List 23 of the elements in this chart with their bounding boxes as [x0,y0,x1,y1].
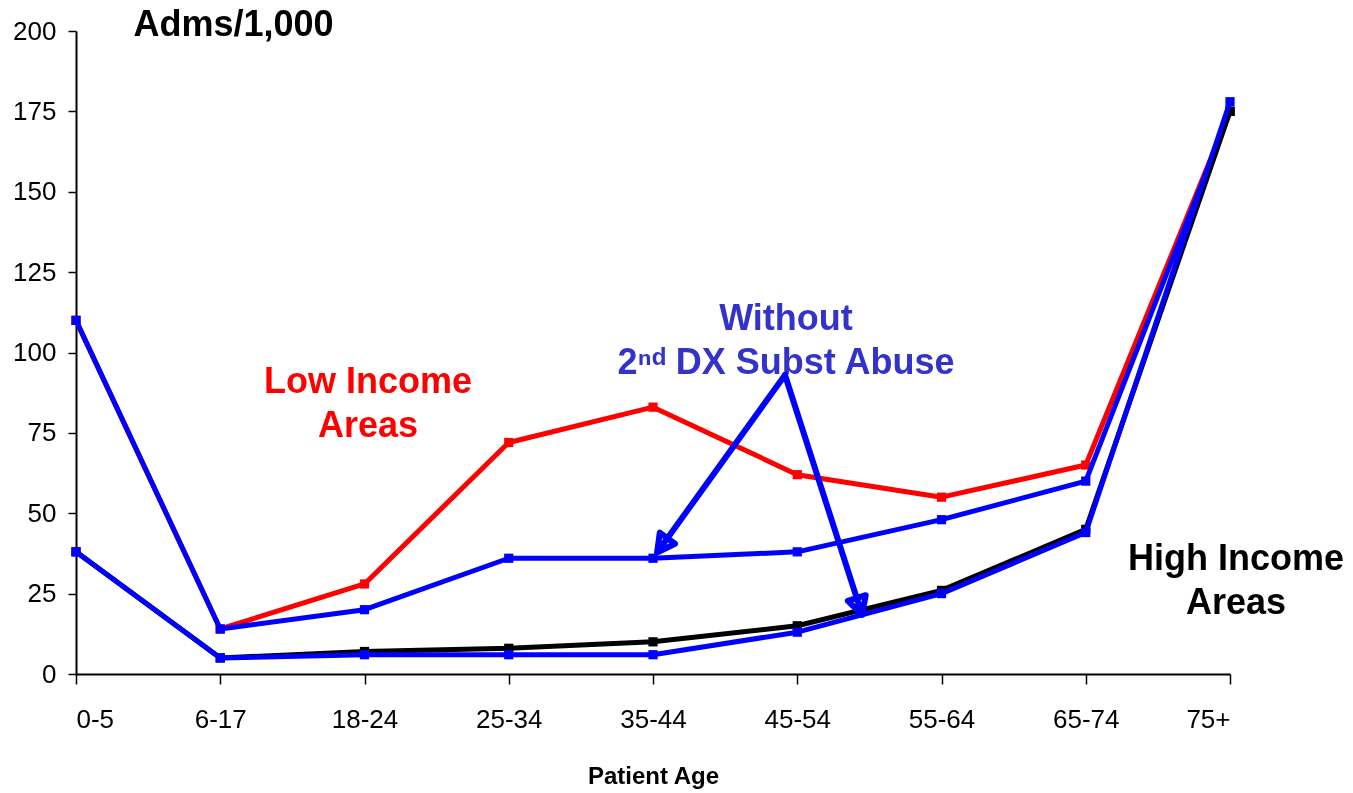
y-axis-title: Adms/1,000 [133,2,334,44]
y-tick-label: 25 [27,578,57,609]
x-tick-label: 65-74 [1053,703,1120,734]
y-tick-label: 200 [13,15,57,46]
series-label: High Income Areas [1127,537,1345,622]
x-tick-label: 75+ [1186,703,1231,734]
x-tick-label: 18-24 [331,703,399,734]
y-tick-label: 100 [13,337,57,367]
y-tick-label: 150 [13,176,57,207]
x-tick-label: 0-5 [76,703,115,734]
x-tick-label: 6-17 [194,703,247,734]
y-tick-label: 0 [42,658,57,689]
annotation: Without 2ⁿᵈ DX Subst Abuse [617,297,955,382]
y-tick-label: 75 [27,417,57,448]
x-axis-title: Patient Age [587,761,720,789]
series-label: Low Income Areas [263,360,473,445]
x-tick-label: 45-54 [764,703,831,734]
x-tick-label: 35-44 [620,703,687,734]
y-tick-label: 125 [13,256,57,287]
y-tick-label: 50 [27,497,57,528]
x-tick-label: 25-34 [476,703,543,734]
y-tick-label: 175 [13,95,57,126]
x-tick-label: 55-64 [908,703,976,734]
